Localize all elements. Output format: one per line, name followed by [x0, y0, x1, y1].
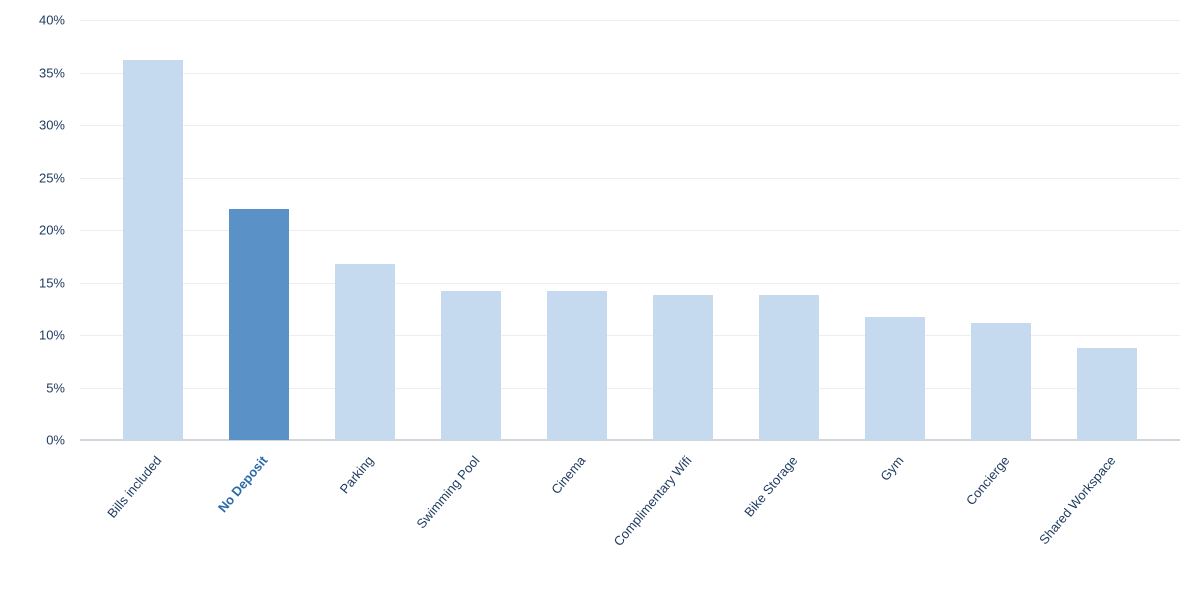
bar — [1077, 348, 1136, 440]
y-tick-label: 10% — [39, 328, 65, 343]
x-label-slot: Bike Storage — [736, 445, 842, 595]
y-tick-label: 15% — [39, 275, 65, 290]
bar — [547, 291, 606, 440]
bar-slot — [842, 20, 948, 440]
bar-slot — [418, 20, 524, 440]
bar-slot — [736, 20, 842, 440]
bar — [865, 317, 924, 440]
x-tick-label: Bike Storage — [741, 453, 800, 520]
bar — [335, 264, 394, 440]
x-label-slot: Bills included — [100, 445, 206, 595]
x-axis-labels: Bills included No Deposit Parking Swimming … — [80, 445, 1180, 595]
y-tick-label: 5% — [46, 380, 65, 395]
bar-slot — [948, 20, 1054, 440]
bar — [759, 295, 818, 440]
bars-container — [80, 20, 1180, 440]
x-tick-label: Cinema — [548, 453, 588, 497]
x-label-slot: Concierge — [948, 445, 1054, 595]
bar-slot — [100, 20, 206, 440]
y-tick-label: 0% — [46, 433, 65, 448]
gridline — [80, 440, 1180, 441]
bar-slot — [312, 20, 418, 440]
x-label-slot: Gym — [842, 445, 948, 595]
x-label-slot: Shared Workspace — [1054, 445, 1160, 595]
x-tick-label: Parking — [337, 453, 377, 496]
bar-slot — [206, 20, 312, 440]
bar — [971, 323, 1030, 440]
x-tick-label: Bills included — [104, 453, 164, 521]
y-tick-label: 40% — [39, 13, 65, 28]
y-tick-label: 35% — [39, 65, 65, 80]
x-tick-label: Concierge — [963, 453, 1013, 508]
bar-slot — [524, 20, 630, 440]
y-tick-label: 30% — [39, 118, 65, 133]
x-tick-label: No Deposit — [215, 453, 271, 515]
x-tick-label: Gym — [877, 453, 906, 484]
y-tick-label: 25% — [39, 170, 65, 185]
x-tick-label: Swimming Pool — [413, 453, 482, 531]
x-label-slot: Cinema — [524, 445, 630, 595]
x-label-slot: Parking — [312, 445, 418, 595]
x-label-slot: Swimming Pool — [418, 445, 524, 595]
y-tick-label: 20% — [39, 223, 65, 238]
y-axis: 0%5%10%15%20%25%30%35%40% — [0, 20, 75, 440]
x-label-slot: Complimentary Wifi — [630, 445, 736, 595]
bar — [123, 60, 182, 440]
bar — [441, 291, 500, 440]
chart-plot-area — [80, 20, 1180, 440]
bar — [229, 209, 288, 440]
bar-slot — [1054, 20, 1160, 440]
bar — [653, 295, 712, 440]
x-label-slot: No Deposit — [206, 445, 312, 595]
bar-slot — [630, 20, 736, 440]
